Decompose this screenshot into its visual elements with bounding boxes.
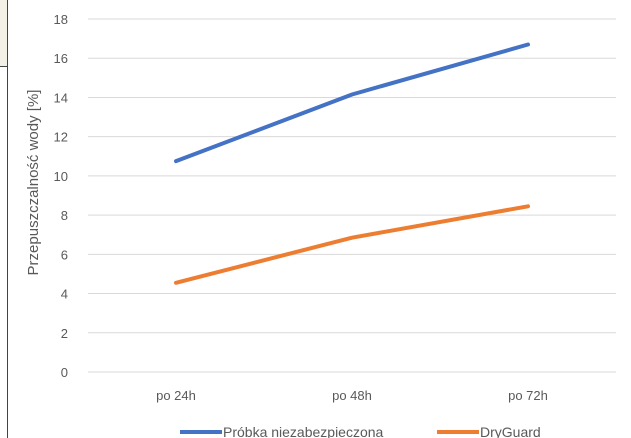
x-tick-label: po 72h bbox=[508, 388, 548, 403]
y-tick-label: 18 bbox=[54, 12, 68, 27]
x-tick-label: po 24h bbox=[156, 388, 196, 403]
legend-label: DryGuard bbox=[480, 424, 541, 438]
legend: Próbka niezabezpieczona DryGuard bbox=[180, 424, 541, 438]
series-line-2 bbox=[174, 204, 530, 285]
adjacent-panel-fragment bbox=[0, 0, 8, 67]
y-tick-label: 2 bbox=[61, 326, 68, 341]
gridlines bbox=[88, 18, 616, 373]
legend-label: Próbka niezabezpieczona bbox=[223, 424, 384, 438]
y-tick-label: 0 bbox=[61, 365, 68, 380]
y-tick-label: 14 bbox=[54, 90, 68, 105]
y-tick-label: 8 bbox=[61, 208, 68, 223]
y-tick-label: 6 bbox=[61, 247, 68, 262]
y-tick-label: 4 bbox=[61, 287, 68, 302]
chart-frame-left-edge bbox=[7, 66, 8, 438]
y-axis-label: Przepuszczalność wody [%] bbox=[25, 90, 42, 276]
x-tick-label: po 48h bbox=[332, 388, 372, 403]
x-axis-ticks: po 24h po 48h po 72h bbox=[156, 388, 548, 403]
y-tick-label: 12 bbox=[54, 130, 68, 145]
series-line-1 bbox=[174, 42, 530, 164]
y-tick-label: 10 bbox=[54, 169, 68, 184]
y-axis-ticks: 0 2 4 6 8 10 12 14 16 18 bbox=[54, 12, 68, 380]
y-tick-label: 16 bbox=[54, 51, 68, 66]
series-lines bbox=[174, 42, 530, 285]
